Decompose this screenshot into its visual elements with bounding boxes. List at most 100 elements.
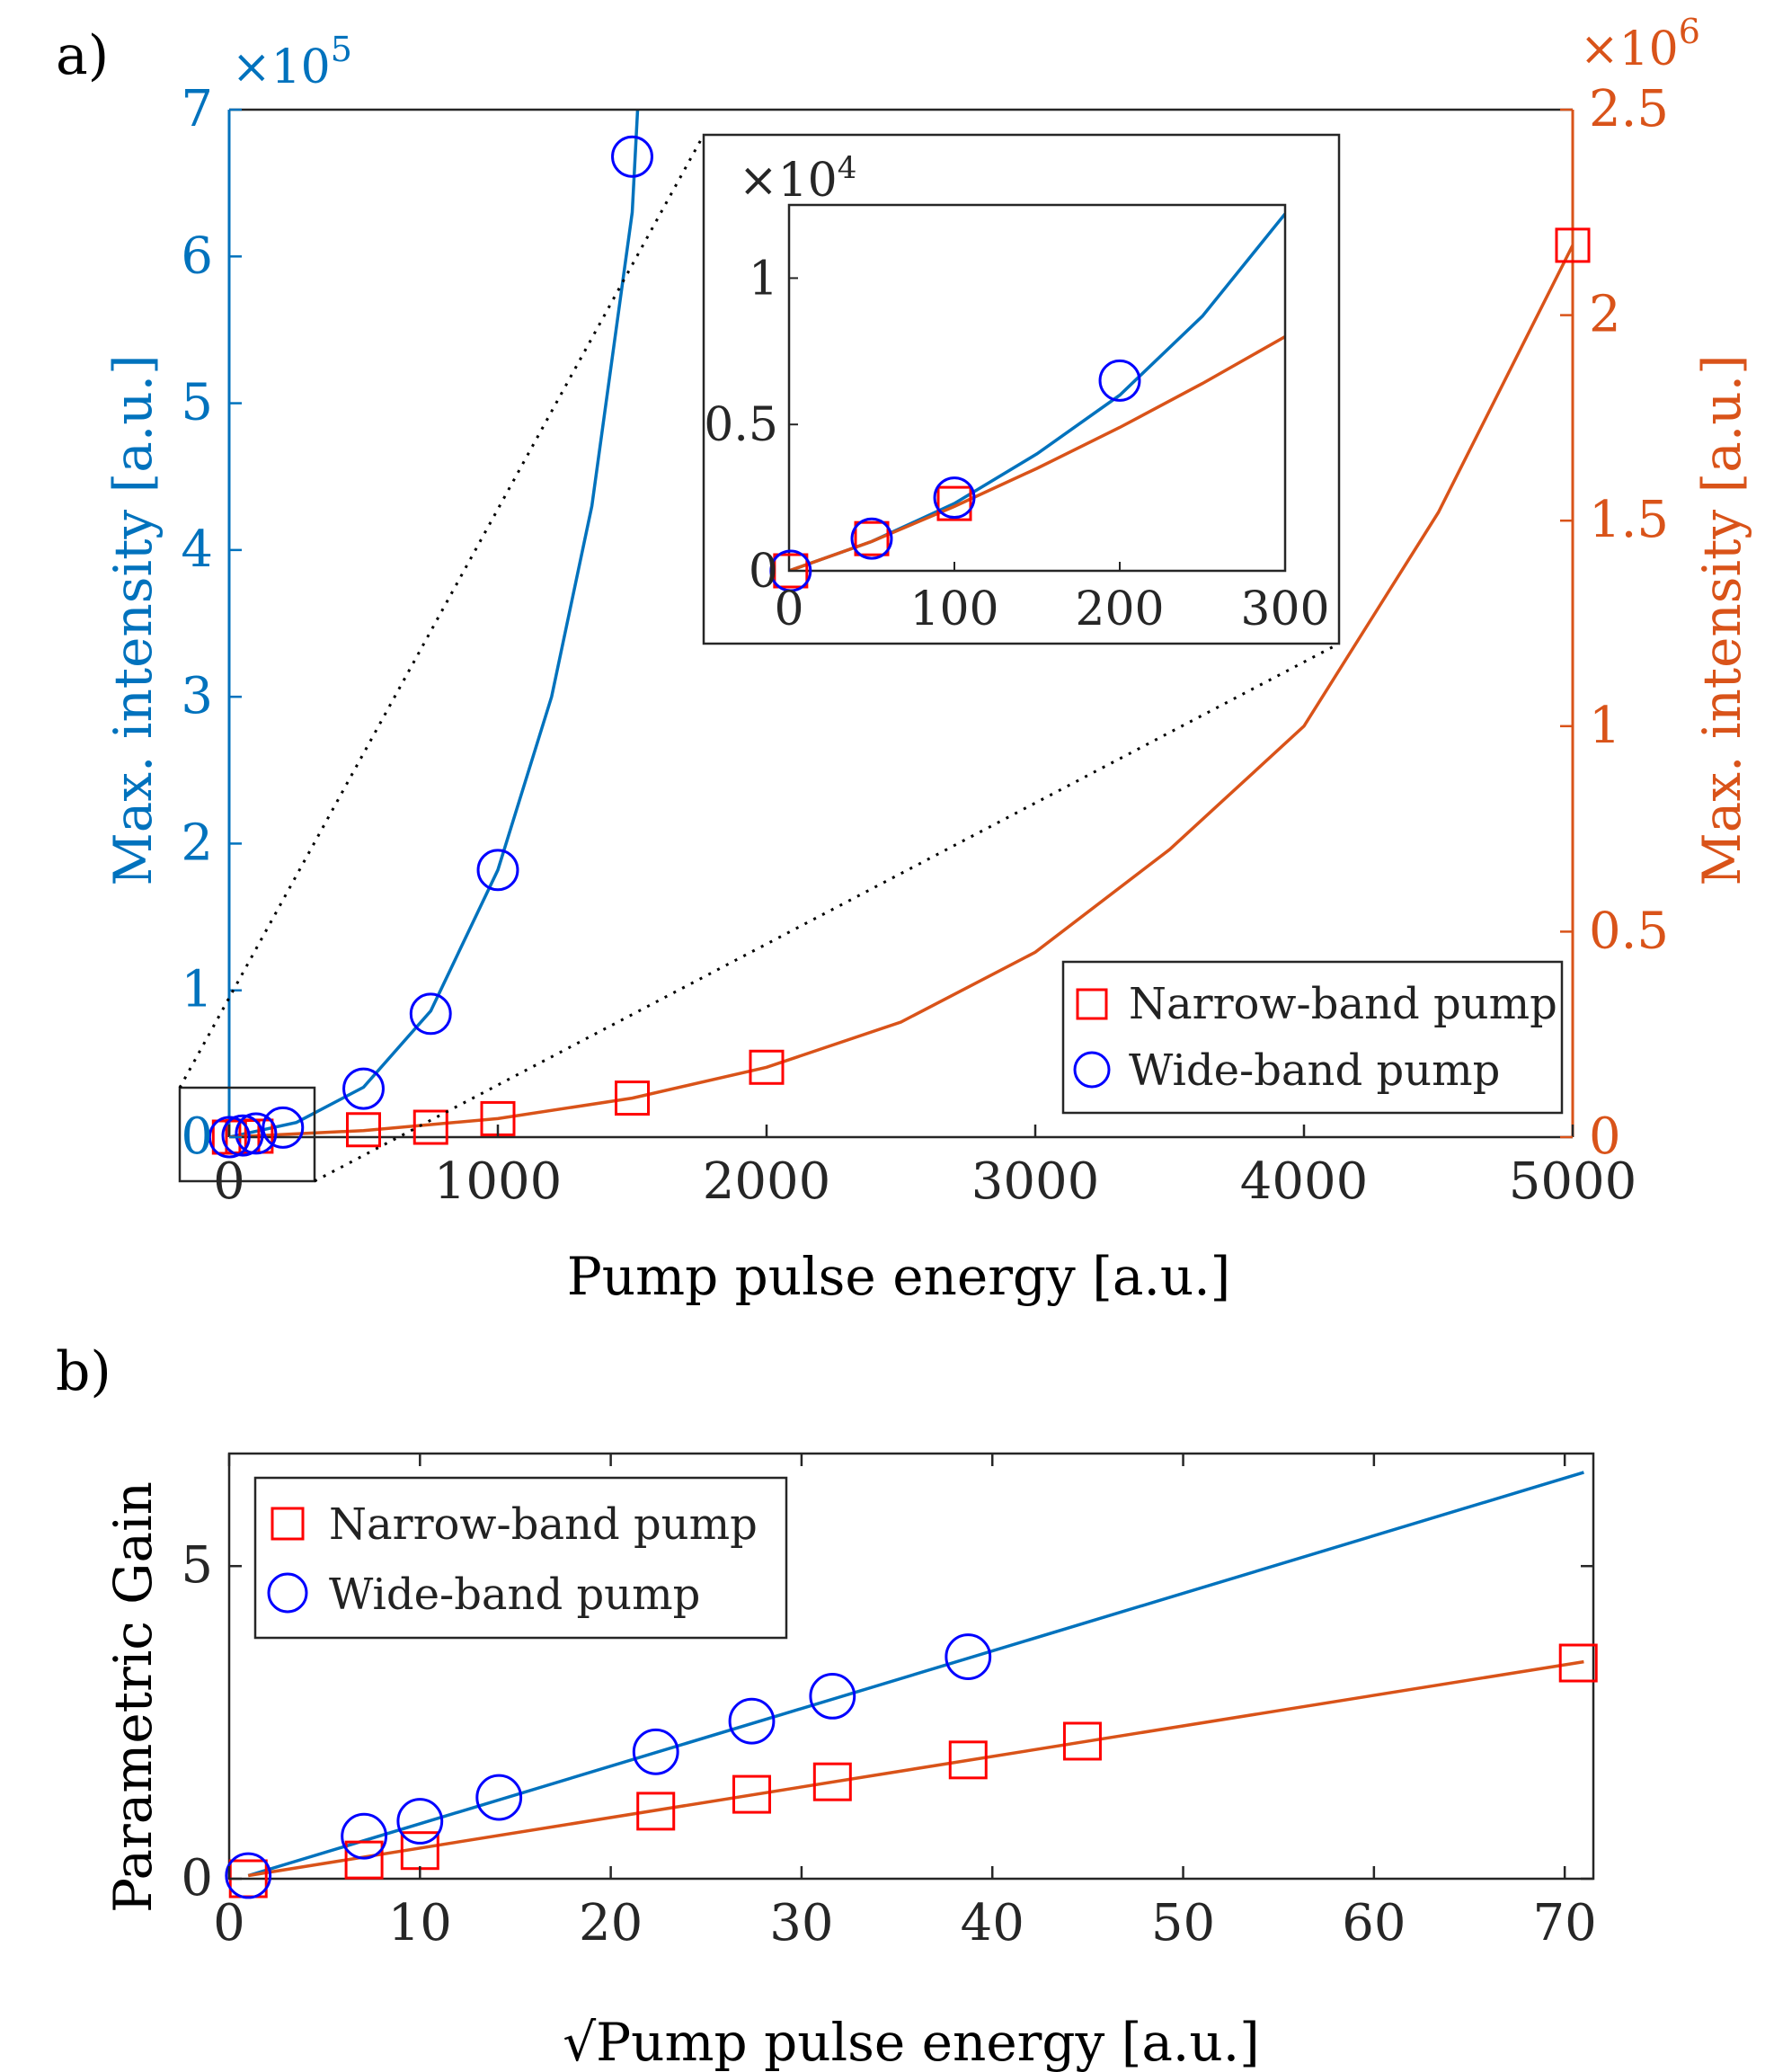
- main-y-left-tick-label-7: 7: [181, 80, 213, 138]
- inset-fit-line-1: [789, 334, 1285, 571]
- main-left-exponent-base: ×10: [232, 40, 331, 94]
- svg-text:×106: ×106: [1580, 12, 1700, 76]
- panel-b-chart: 0 10 20 30 40 50 60 70 0 5 √Pump pulse energy [a…: [102, 1452, 1598, 2072]
- main-series0-square-3: [346, 1112, 381, 1148]
- main-series1-circle-0: [208, 1116, 251, 1159]
- main-series1-circle-5: [409, 992, 452, 1036]
- inset-y-tick-label-1: 0.5: [704, 398, 778, 452]
- main-y-right-tick-label-2: 1: [1589, 697, 1621, 755]
- main-x-tick-label-5: 5000: [1509, 1152, 1637, 1211]
- panel-b-x-tick-label-2: 20: [579, 1894, 643, 1952]
- main-y-axis-label-left: Max. intensity [a.u.]: [102, 354, 164, 885]
- main-x-tick-label-2: 2000: [703, 1152, 831, 1211]
- panel-b-series0-square-7: [1062, 1721, 1102, 1761]
- main-x-tick-label-3: 3000: [971, 1152, 1100, 1211]
- main-y-right-tick-label-1: 0.5: [1589, 902, 1669, 960]
- main-series0-square-7: [749, 1049, 785, 1085]
- panel-b-legend: Narrow-band pump Wide-band pump: [253, 1476, 788, 1640]
- panel-b-series1-circle-7: [945, 1633, 992, 1680]
- inset-series0-square-0: [773, 553, 809, 589]
- panel-b-series0-square-5: [812, 1762, 852, 1801]
- inset-y-tick-label-0: 0: [749, 545, 778, 599]
- main-y-axis-label-right: Max. intensity [a.u.]: [1691, 354, 1752, 885]
- panel-b-y-axis-label: Parametric Gain: [102, 1481, 164, 1913]
- panel-b-y-tick-label-0: 0: [181, 1849, 213, 1907]
- inset-outer-box: [702, 133, 1341, 645]
- inset-y-tick-label-2: 1: [749, 252, 778, 306]
- panel-b-plot-frame: [227, 1452, 1595, 1881]
- panel-b-x-tick-label-1: 10: [388, 1894, 452, 1952]
- main-y-left-tick-label-3: 3: [181, 667, 213, 725]
- inset-series0-square-1: [854, 520, 890, 556]
- panel-b-y-tick-label-1: 5: [181, 1536, 213, 1595]
- inset-series1-circle-1: [850, 517, 893, 560]
- panel-b-series0-square-6: [948, 1740, 988, 1780]
- panel-b-legend-circle-marker: [267, 1572, 308, 1614]
- panel-b-legend-box: [253, 1476, 788, 1640]
- panel-b-x-tick-label-7: 70: [1533, 1894, 1597, 1952]
- main-series0-square-4: [412, 1109, 448, 1145]
- main-y-right-tick-label-4: 2: [1589, 286, 1621, 344]
- panel-b-x-tick-label-3: 30: [769, 1894, 833, 1952]
- panel-b-fit-line-0: [247, 1471, 1584, 1878]
- main-left-exponent: ×105: [232, 30, 352, 94]
- panel-b-label: b): [56, 1340, 111, 1403]
- main-y-left-tick-label-4: 4: [181, 520, 213, 579]
- inset-x-tick-label-2: 200: [1075, 582, 1164, 636]
- main-y-left-tick-label-5: 5: [181, 374, 213, 432]
- main-series0-square-8: [1555, 227, 1591, 263]
- main-y-left-tick-label-1: 1: [181, 961, 213, 1019]
- main-legend: Narrow-band pump Wide-band pump: [1061, 960, 1564, 1115]
- inset-x-tick-label-0: 0: [774, 582, 803, 636]
- main-left-exponent-power: 5: [331, 30, 352, 69]
- main-y-left-tick-label-2: 2: [181, 814, 213, 872]
- panel-b-series0-square-8: [1558, 1643, 1598, 1683]
- panel-b-legend-label-wide: Wide-band pump: [329, 1570, 700, 1620]
- panel-b-series1-circle-2: [396, 1798, 444, 1845]
- inset-exponent-power: 4: [838, 150, 857, 186]
- panel-b-x-tick-label-5: 50: [1151, 1894, 1215, 1952]
- svg-text:×104: ×104: [739, 150, 856, 208]
- main-x-tick-label-1: 1000: [434, 1152, 563, 1211]
- main-right-exponent-power: 6: [1679, 12, 1700, 51]
- main-legend-box: [1061, 960, 1564, 1115]
- main-y-right-tick-label-5: 2.5: [1589, 80, 1669, 138]
- inset-exponent-base: ×10: [739, 154, 838, 208]
- main-series1-circle-3: [262, 1106, 305, 1149]
- main-series0-square-6: [615, 1080, 650, 1116]
- panel-b-x-tick-label-4: 40: [961, 1894, 1024, 1952]
- inset-exponent: ×104: [739, 150, 856, 208]
- inset-series1-circle-3: [1098, 359, 1141, 402]
- panel-b-legend-label-narrow: Narrow-band pump: [329, 1499, 758, 1550]
- panel-b-series1-circle-4: [632, 1728, 679, 1775]
- inset-x-tick-label-3: 300: [1240, 582, 1329, 636]
- panel-b-fit-line-1: [247, 1659, 1584, 1878]
- inset-series1-circle-2: [933, 476, 976, 520]
- inset-x-tick-label-1: 100: [909, 582, 998, 636]
- main-series1-circle-1: [221, 1114, 264, 1157]
- inset-chart: 0 100 200 300 0 0.5 1 ×104: [702, 133, 1341, 645]
- main-legend-label-wide: Wide-band pump: [1129, 1045, 1500, 1096]
- panel-b-legend-square-marker: [271, 1507, 305, 1541]
- panel-b-series0-square-1: [344, 1840, 384, 1880]
- main-series1-circle-2: [235, 1112, 278, 1155]
- main-y-left-tick-label-0: 0: [181, 1107, 213, 1166]
- main-legend-square-marker: [1076, 988, 1108, 1020]
- panel-a-label: a): [56, 24, 109, 87]
- main-legend-label-narrow: Narrow-band pump: [1129, 979, 1557, 1029]
- main-series1-circle-6: [476, 849, 519, 892]
- main-fit-line-1: [229, 245, 1573, 1137]
- panel-b-series0-square-3: [636, 1792, 676, 1831]
- main-y-left-tick-label-6: 6: [181, 227, 213, 285]
- main-y-right-tick-label-3: 1.5: [1589, 491, 1669, 549]
- inset-series1-circle-0: [769, 549, 812, 592]
- main-y-right-tick-label-0: 0: [1589, 1107, 1621, 1166]
- panel-b-series1-circle-6: [809, 1672, 856, 1720]
- panel-b-series1-circle-3: [475, 1774, 523, 1821]
- main-series1-circle-7: [611, 135, 653, 178]
- main-series1-circle-4: [342, 1067, 385, 1110]
- panel-b-series1-circle-1: [341, 1812, 388, 1860]
- panel-b-series0-square-4: [732, 1774, 772, 1814]
